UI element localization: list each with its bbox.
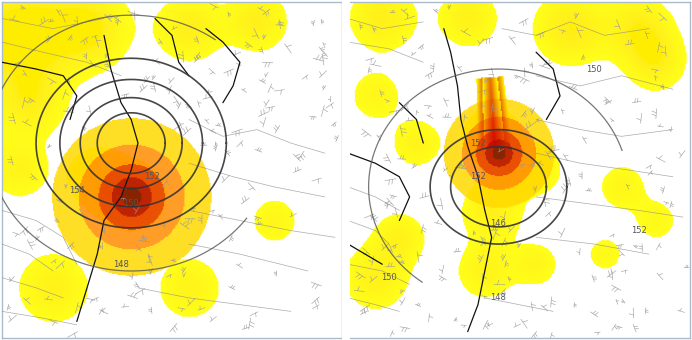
Text: 152: 152 [470,139,486,148]
Text: 150: 150 [123,199,139,208]
Text: 152: 152 [470,172,486,181]
Text: 148: 148 [491,293,507,302]
Text: 150: 150 [381,273,397,282]
Text: 146: 146 [491,219,507,228]
Text: 152: 152 [144,172,159,181]
Text: 152: 152 [631,226,646,235]
Text: 150: 150 [586,65,602,73]
Text: 154: 154 [69,186,84,195]
Text: 148: 148 [113,260,129,269]
